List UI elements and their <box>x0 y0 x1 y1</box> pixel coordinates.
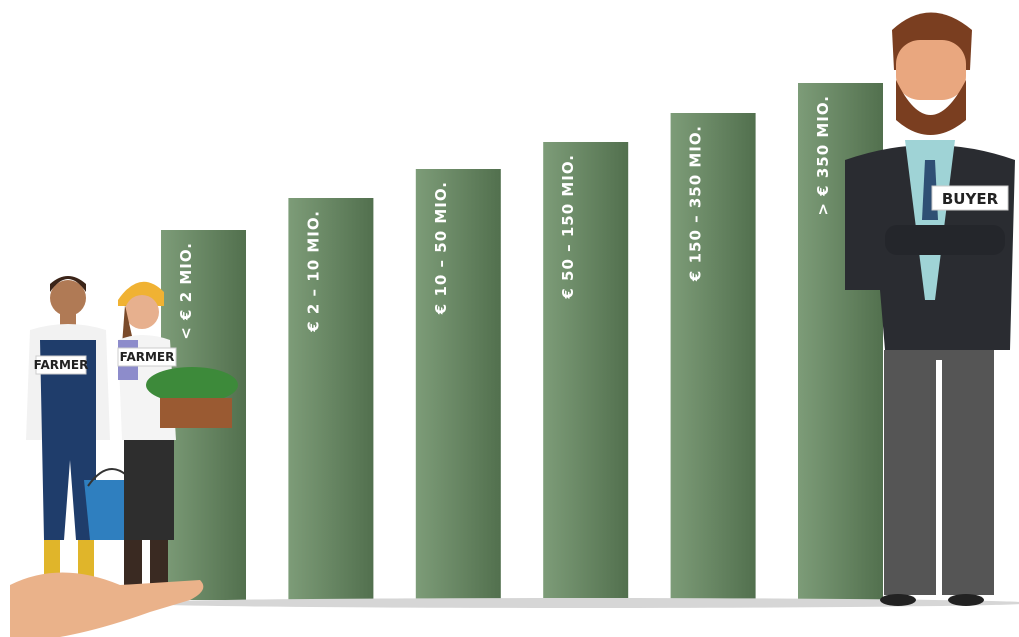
ground-shadow <box>130 598 1019 608</box>
bar-label: € 2 – 10 MIO. <box>304 210 322 333</box>
buyer: BUYER <box>845 12 1015 606</box>
hand <box>10 572 204 637</box>
figure-tag: FARMER <box>120 350 175 364</box>
bar <box>670 113 756 600</box>
bar-label: > € 350 MIO. <box>814 95 832 216</box>
bar-label: € 10 – 50 MIO. <box>432 181 450 315</box>
bar <box>415 169 501 600</box>
bar-label: € 150 – 350 MIO. <box>687 125 705 282</box>
bar-label: < € 2 MIO. <box>177 242 195 340</box>
bar <box>543 142 629 600</box>
bar-label: € 50 – 150 MIO. <box>559 154 577 300</box>
farmer-woman: FARMER <box>117 281 238 588</box>
bars: < € 2 MIO. € 2 – 10 MIO. € 10 – 50 MIO. € 5… <box>161 83 883 600</box>
figure-tag: BUYER <box>942 190 999 208</box>
figure-tag: FARMER <box>34 358 89 372</box>
bar <box>288 198 374 600</box>
